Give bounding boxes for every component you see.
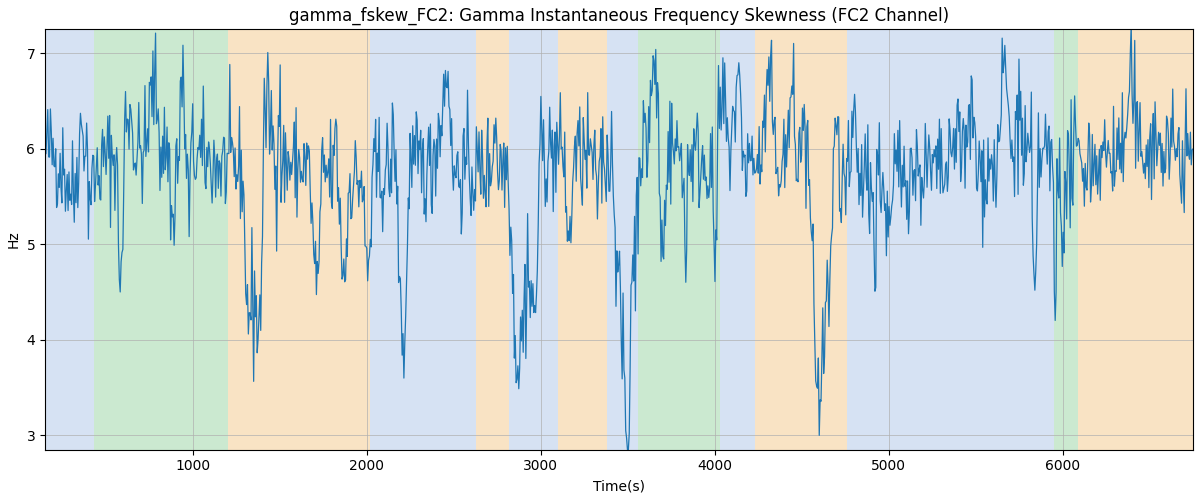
Y-axis label: Hz: Hz <box>7 230 20 248</box>
Bar <box>46 30 94 450</box>
X-axis label: Time(s): Time(s) <box>593 479 646 493</box>
Bar <box>371 30 476 450</box>
Title: gamma_fskew_FC2: Gamma Instantaneous Frequency Skewness (FC2 Channel): gamma_fskew_FC2: Gamma Instantaneous Fre… <box>289 7 949 25</box>
Bar <box>607 30 638 450</box>
Bar <box>638 30 720 450</box>
Bar <box>558 30 607 450</box>
Bar <box>510 30 558 450</box>
Bar <box>906 30 1054 450</box>
Bar <box>755 30 847 450</box>
Bar <box>1079 30 1193 450</box>
Bar <box>847 30 906 450</box>
Bar <box>720 30 755 450</box>
Bar <box>94 30 228 450</box>
Bar <box>1054 30 1079 450</box>
Bar <box>228 30 371 450</box>
Bar <box>476 30 510 450</box>
